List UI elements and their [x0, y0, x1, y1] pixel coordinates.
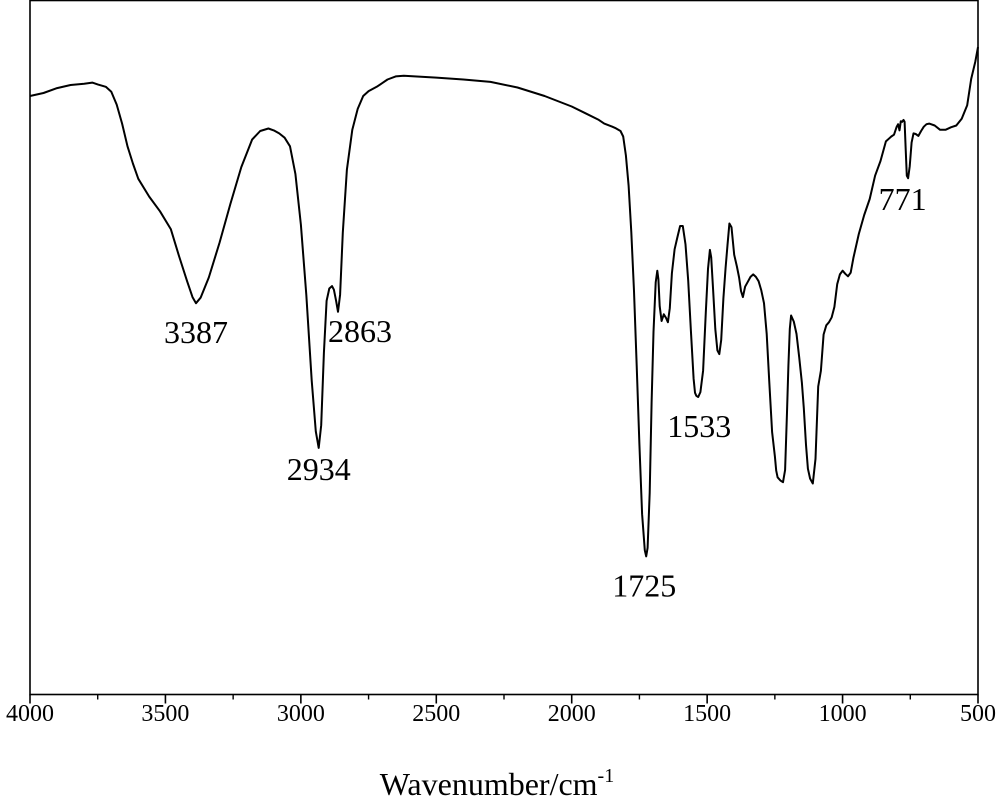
x-axis-label-text: Wavenumber/cm — [380, 766, 598, 802]
series-layer — [29, 46, 979, 558]
peak-label-771: 771 — [879, 181, 927, 217]
x-tick-label-2500: 2500 — [412, 701, 460, 727]
x-tick-label-2000: 2000 — [548, 701, 596, 727]
x-tick-label-3500: 3500 — [141, 701, 189, 727]
x-axis-label-superscript: -1 — [598, 765, 615, 787]
peak-annotations: 3387 2934 2863 1725 1533 771 — [164, 181, 927, 603]
x-tick-label-1000: 1000 — [819, 701, 867, 727]
series-line-0 — [29, 46, 979, 558]
peak-label-2863: 2863 — [328, 313, 392, 349]
peak-label-3387: 3387 — [164, 314, 228, 350]
x-axis-label: Wavenumber/cm-1 — [380, 765, 614, 802]
peak-label-2934: 2934 — [287, 451, 351, 487]
x-axis: 4000 3500 3000 2500 2000 1500 1000 500 — [6, 694, 996, 727]
x-tick-label-4000: 4000 — [6, 701, 54, 727]
x-tick-label-500: 500 — [960, 701, 996, 727]
peak-label-1533: 1533 — [667, 408, 731, 444]
x-tick-label-3000: 3000 — [277, 701, 325, 727]
x-tick-label-1500: 1500 — [683, 701, 731, 727]
peak-label-1725: 1725 — [612, 567, 676, 603]
